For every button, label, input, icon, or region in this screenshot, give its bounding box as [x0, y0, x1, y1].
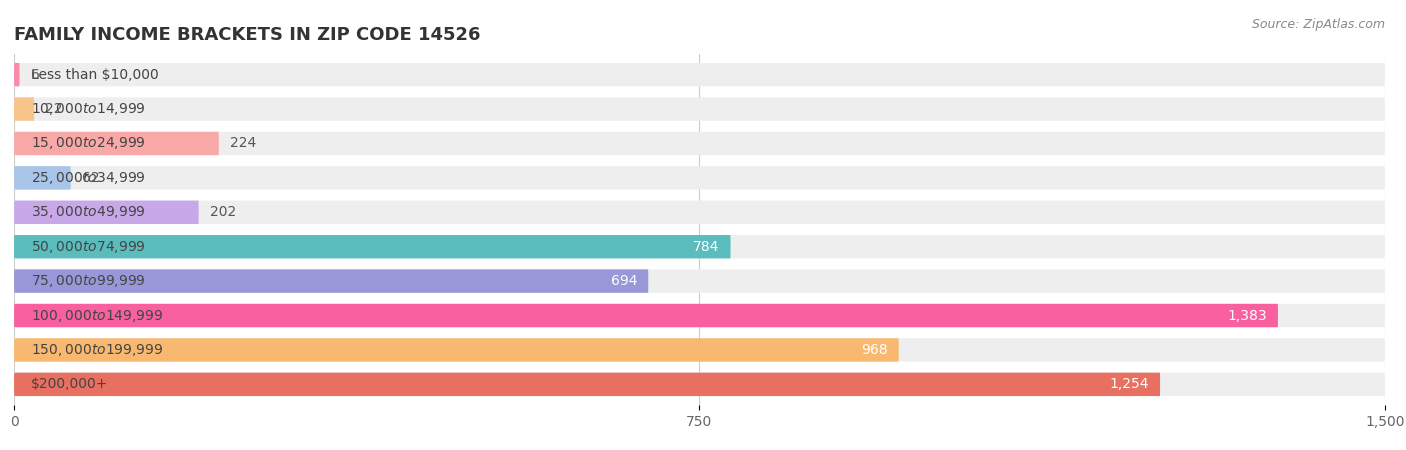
Text: 968: 968 — [860, 343, 887, 357]
Text: $15,000 to $24,999: $15,000 to $24,999 — [31, 135, 145, 152]
Text: $25,000 to $34,999: $25,000 to $34,999 — [31, 170, 145, 186]
FancyBboxPatch shape — [14, 97, 34, 121]
Text: 6: 6 — [31, 68, 39, 81]
FancyBboxPatch shape — [14, 338, 1385, 362]
Text: 22: 22 — [45, 102, 63, 116]
FancyBboxPatch shape — [14, 166, 70, 189]
FancyBboxPatch shape — [14, 304, 1385, 327]
Text: $75,000 to $99,999: $75,000 to $99,999 — [31, 273, 145, 289]
Text: 784: 784 — [693, 240, 720, 254]
FancyBboxPatch shape — [14, 97, 1385, 121]
Text: Source: ZipAtlas.com: Source: ZipAtlas.com — [1251, 18, 1385, 31]
FancyBboxPatch shape — [14, 235, 731, 258]
FancyBboxPatch shape — [14, 338, 898, 362]
FancyBboxPatch shape — [14, 304, 1278, 327]
FancyBboxPatch shape — [14, 373, 1385, 396]
FancyBboxPatch shape — [14, 270, 1385, 293]
Text: 1,383: 1,383 — [1227, 309, 1267, 323]
Text: $50,000 to $74,999: $50,000 to $74,999 — [31, 238, 145, 255]
Text: 202: 202 — [209, 205, 236, 219]
Text: $200,000+: $200,000+ — [31, 378, 108, 392]
Text: 224: 224 — [229, 136, 256, 150]
FancyBboxPatch shape — [14, 132, 219, 155]
Text: $10,000 to $14,999: $10,000 to $14,999 — [31, 101, 145, 117]
FancyBboxPatch shape — [14, 373, 1160, 396]
Text: 62: 62 — [82, 171, 100, 185]
FancyBboxPatch shape — [14, 201, 1385, 224]
Text: $150,000 to $199,999: $150,000 to $199,999 — [31, 342, 163, 358]
FancyBboxPatch shape — [14, 201, 198, 224]
FancyBboxPatch shape — [14, 132, 1385, 155]
Text: $35,000 to $49,999: $35,000 to $49,999 — [31, 204, 145, 220]
Text: $100,000 to $149,999: $100,000 to $149,999 — [31, 307, 163, 324]
Text: FAMILY INCOME BRACKETS IN ZIP CODE 14526: FAMILY INCOME BRACKETS IN ZIP CODE 14526 — [14, 26, 481, 44]
FancyBboxPatch shape — [14, 63, 1385, 86]
FancyBboxPatch shape — [14, 63, 20, 86]
FancyBboxPatch shape — [14, 166, 1385, 189]
Text: Less than $10,000: Less than $10,000 — [31, 68, 159, 81]
Text: 1,254: 1,254 — [1109, 378, 1149, 392]
Text: 694: 694 — [610, 274, 637, 288]
FancyBboxPatch shape — [14, 270, 648, 293]
FancyBboxPatch shape — [14, 235, 1385, 258]
